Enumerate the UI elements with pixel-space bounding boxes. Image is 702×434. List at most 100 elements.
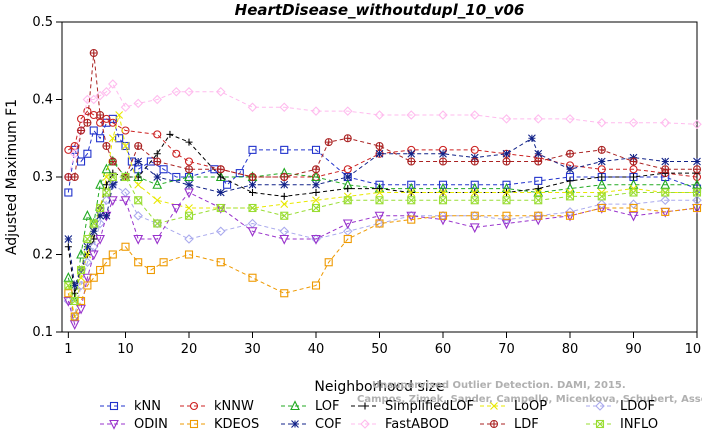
point-cof [661,157,670,166]
legend-entry-inflo: INFLO [586,417,658,432]
point-inflo [102,188,111,197]
point-knnw [184,157,194,166]
point-ldf-ring [96,110,105,120]
point-kdeos [629,203,638,213]
legend-marker-ldf-ring [489,419,499,429]
point-kdeos [502,211,511,220]
legend-marker-cof [291,420,299,428]
point-lof [95,179,105,189]
point-ldof [82,257,93,268]
point-cof [375,149,384,158]
point-fastabod [279,102,290,113]
point-lof [660,179,671,189]
point-inflo [121,172,130,182]
point-ldf [312,165,320,173]
point-kdeos [108,250,117,259]
point-cof [89,227,98,236]
x-tick-label: 20 [181,342,198,357]
point-ldf-ring [407,157,416,166]
legend-entry-ldf: LDF [480,417,539,432]
point-simplifiedlof [376,185,383,193]
point-knn [280,145,289,154]
point-kdeos [184,250,194,259]
point-inflo [70,296,79,306]
legend-marker-inflo-cross [596,420,604,428]
point-kdeos [134,258,143,267]
point-ldf-ring [502,157,511,166]
point-inflo-cross [629,188,638,197]
point-ldf-ring [324,138,333,147]
point-ldf [503,158,510,165]
point-cof [528,134,536,143]
point-cof [566,165,574,174]
point-ldf-ring [470,157,479,166]
legend-marker-fastabod [360,419,370,429]
point-ldf [96,111,104,119]
point-knnw [343,165,352,174]
point-ldf [134,142,142,150]
legend-entry-loop: LoOP [480,399,547,414]
point-lof [184,171,194,182]
point-kdeos [311,281,321,290]
legend-marker-loop [490,402,498,410]
y-tick-label: 0.3 [32,170,53,185]
point-ldf [471,158,479,165]
point-ldf-ring [311,165,321,174]
legend-label-kdeos: KDEOS [214,417,259,432]
point-kdeos [96,265,105,275]
legend-label-loop: LoOP [514,399,547,414]
point-ldf-ring [438,157,448,166]
legend-entry-ldof: LDOF [586,399,655,414]
legend-label-simplifiedlof: SimplifiedLOF [385,399,474,414]
legend-marker-kdeos [189,419,199,429]
point-ldf [439,158,447,165]
point-cof [153,173,162,181]
point-fastabod [152,94,163,105]
point-simplifiedlof [166,130,174,138]
point-kdeos [597,203,606,213]
series-line-inflo [67,176,697,303]
point-fastabod [438,110,448,120]
point-lof [82,210,93,220]
point-ldof [101,195,112,206]
point-simplifiedlof [185,138,193,146]
point-ldf [249,173,256,181]
point-ldf [71,173,79,181]
point-fastabod [565,114,575,124]
y-tick-label: 0.1 [32,325,53,340]
x-tick-label: 80 [562,342,579,357]
point-cof [312,180,320,189]
point-knn [89,126,98,135]
point-fastabod [88,94,99,105]
point-cof [96,211,104,220]
legend-entry-lof: LOF [281,399,340,414]
point-lof [101,163,112,174]
point-ldf [280,173,288,181]
point-ldf-ring [565,149,575,158]
legend-label-cof: COF [315,417,342,432]
legend-label-knnw: kNNW [214,399,254,414]
y-tick-label: 0.2 [32,248,53,263]
point-kdeos [83,281,92,290]
point-loop [153,196,162,205]
point-kdeos [248,273,257,282]
point-knnw [153,130,162,139]
x-tick-label: 1 [64,342,72,357]
point-knnw [102,114,111,123]
point-knnw [108,118,117,127]
point-cof [185,180,193,189]
series-fastabod [63,79,702,182]
series-ldf [64,48,702,182]
point-cof [248,180,257,189]
point-ldf [325,138,333,146]
point-cof [83,242,92,251]
point-fastabod [69,148,80,159]
point-inflo [153,219,162,228]
point-fastabod [342,106,353,116]
point-inflo [216,203,225,213]
point-cof [407,149,416,158]
point-inflo [565,192,575,201]
x-tick-label: 10 [117,342,134,357]
point-lof [311,171,321,182]
watermark-line-2: Unsupervised Outlier Detection. DAMI, 20… [372,380,626,391]
